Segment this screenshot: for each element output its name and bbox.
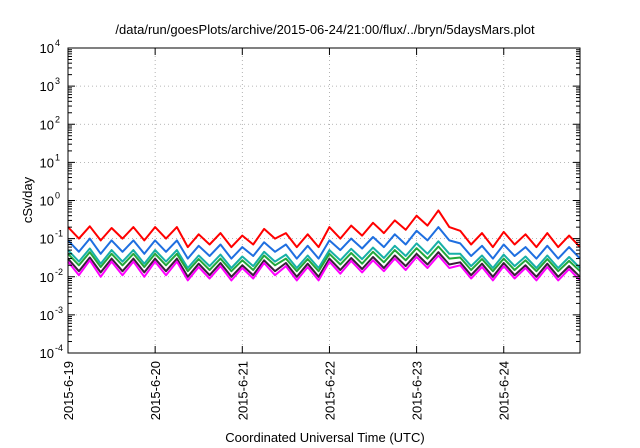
series-line-5 <box>67 251 581 278</box>
x-tick-label: 2015-6-22 <box>322 361 337 420</box>
y-tick-label: 10 <box>40 308 54 323</box>
y-tick-label-exponent: 2 <box>55 114 60 124</box>
series-line-3 <box>67 240 581 269</box>
y-tick-label: 10 <box>40 117 54 132</box>
plot-frame <box>67 47 581 354</box>
y-tick-label: 10 <box>40 232 54 247</box>
y-tick-label-exponent: -3 <box>55 305 63 315</box>
y-tick-label: 10 <box>40 79 54 94</box>
x-axis-label: Coordinated Universal Time (UTC) <box>225 430 424 445</box>
y-tick-label-exponent: 3 <box>55 76 60 86</box>
series-line-6 <box>67 254 581 282</box>
y-tick-label: 10 <box>40 41 54 56</box>
x-tick-label: 2015-6-20 <box>148 361 163 420</box>
y-tick-label-exponent: 1 <box>55 152 60 162</box>
series-line-4 <box>67 245 581 273</box>
x-tick-label: 2015-6-23 <box>410 361 425 420</box>
y-tick-label: 10 <box>40 270 54 285</box>
y-tick-label-exponent: 4 <box>55 38 60 48</box>
y-tick-label-exponent: 0 <box>55 191 60 201</box>
x-tick-label: 2015-6-21 <box>235 361 250 420</box>
series-line-2 <box>67 226 581 260</box>
series-line-1 <box>67 209 581 249</box>
x-tick-label: 2015-6-24 <box>497 361 512 420</box>
y-tick-label: 10 <box>40 346 54 361</box>
y-tick-label-exponent: -4 <box>55 343 63 353</box>
grid-lines <box>67 48 580 353</box>
series-lines <box>67 209 581 282</box>
y-tick-label: 10 <box>40 194 54 209</box>
y-tick-label-exponent: -2 <box>55 267 63 277</box>
chart-title: /data/run/goesPlots/archive/2015-06-24/2… <box>115 22 535 37</box>
y-axis-label: cSv/day <box>20 176 35 223</box>
x-tick-label: 2015-6-19 <box>61 361 76 420</box>
y-tick-label: 10 <box>40 155 54 170</box>
y-tick-label-exponent: -1 <box>55 229 63 239</box>
